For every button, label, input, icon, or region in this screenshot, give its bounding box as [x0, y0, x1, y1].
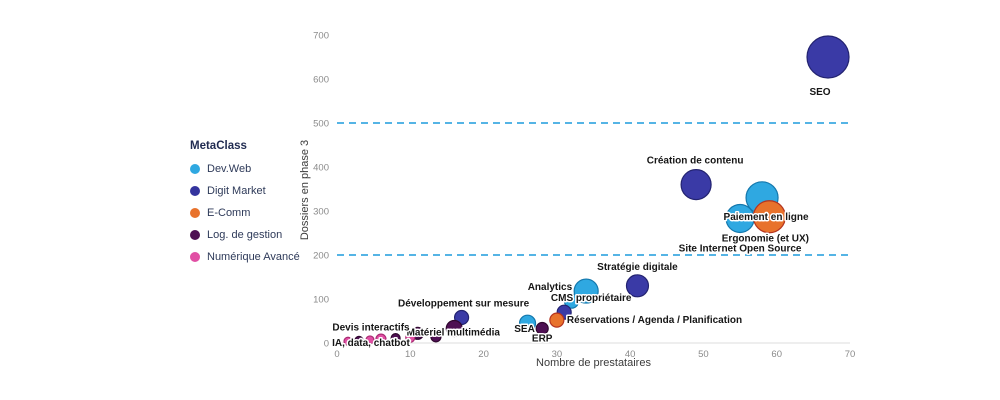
label-mat-riel-multim-dia: Matériel multimédia [407, 327, 501, 338]
bubble-log-de-gestion[interactable] [390, 333, 401, 344]
label-ia-data-chatbot: IA, data, chatbot [332, 338, 410, 349]
label-ergonomie-et-ux: Ergonomie (et UX) [722, 234, 809, 245]
label-analytics: Analytics [528, 282, 573, 293]
legend-swatch-icon [190, 252, 200, 262]
bubble-cr-ation-de-contenu[interactable] [680, 169, 712, 201]
y-tick-600: 600 [313, 75, 329, 86]
bubble-seo[interactable] [806, 35, 850, 79]
bubble-analytics[interactable] [573, 278, 599, 304]
legend-title: MetaClass [190, 140, 247, 152]
legend-item-label: Log. de gestion [207, 229, 283, 241]
y-tick-300: 300 [313, 207, 329, 218]
y-tick-0: 0 [324, 339, 329, 350]
bubble-num-rique-avanc[interactable] [405, 332, 416, 343]
legend-item-label: Digit Market [207, 185, 266, 197]
x-tick-40: 40 [625, 349, 636, 360]
bubble-sea[interactable] [518, 314, 537, 332]
bubble-ergonomie-et-ux[interactable] [752, 200, 786, 234]
bubble-strat-gie-digitale[interactable] [625, 274, 650, 298]
bubble-num-rique-avanc[interactable] [343, 336, 353, 346]
x-tick-50: 50 [698, 349, 709, 360]
label-strat-gie-digitale: Stratégie digitale [597, 262, 678, 273]
legend-swatch-icon [190, 164, 200, 174]
label-r-servations-agenda-planification: Réservations / Agenda / Planification [567, 315, 742, 326]
bubble-log-de-gestion[interactable] [430, 331, 442, 343]
label-cr-ation-de-contenu: Création de contenu [647, 156, 744, 167]
legend-item-label: E-Comm [207, 207, 251, 219]
y-tick-700: 700 [313, 31, 329, 42]
bubble-num-rique-avanc[interactable] [365, 335, 375, 345]
label-site-internet-open-source: Site Internet Open Source [679, 243, 802, 254]
legend-swatch-icon [190, 186, 200, 196]
x-tick-0: 0 [334, 349, 339, 360]
legend: MetaClass Dev.Web Digit Market E-Comm Log. … [190, 140, 300, 273]
bubble-mat-riel-multim-dia[interactable] [445, 319, 463, 338]
legend-swatch-icon [190, 230, 200, 240]
x-axis-title: Nombre de prestataires [536, 357, 651, 369]
legend-item-e-comm[interactable]: E-Comm [190, 207, 300, 219]
bubble-ia-data-chatbot[interactable] [375, 333, 387, 345]
y-axis-title: Dossiers en phase 3 [299, 139, 311, 241]
bubble-r-servations-agenda-planification[interactable] [549, 312, 565, 328]
legend-items: Dev.Web Digit Market E-Comm Log. de gestion… [190, 163, 300, 263]
x-tick-70: 70 [845, 349, 856, 360]
label-seo: SEO [809, 87, 830, 98]
bubble-log-de-gestion[interactable] [354, 335, 364, 345]
legend-item-digit-market[interactable]: Digit Market [190, 185, 300, 197]
x-tick-30: 30 [552, 349, 563, 360]
legend-item-dev-web[interactable]: Dev.Web [190, 163, 300, 175]
legend-item-num-rique-avanc[interactable]: Numérique Avancé [190, 251, 300, 263]
y-tick-100: 100 [313, 295, 329, 306]
bubble-dev-web[interactable] [563, 293, 580, 309]
label-erp: ERP [532, 333, 553, 344]
x-tick-60: 60 [771, 349, 782, 360]
label-devis-interactifs: Devis interactifs [332, 322, 410, 333]
legend-item-label: Numérique Avancé [207, 251, 300, 263]
label-cms-propri-taire: CMS propriétaire [551, 293, 632, 304]
y-tick-200: 200 [313, 251, 329, 262]
label-paiement-en-ligne: Paiement en ligne [724, 212, 809, 223]
label-d-veloppement-sur-mesure: Développement sur mesure [398, 298, 530, 309]
legend-item-log-de-gestion[interactable]: Log. de gestion [190, 229, 300, 241]
label-sea: SEA [514, 324, 535, 335]
legend-swatch-icon [190, 208, 200, 218]
x-tick-10: 10 [405, 349, 416, 360]
y-tick-500: 500 [313, 119, 329, 130]
legend-item-label: Dev.Web [207, 163, 252, 175]
x-tick-20: 20 [478, 349, 489, 360]
y-tick-400: 400 [313, 163, 329, 174]
bubble-erp[interactable] [535, 321, 549, 336]
